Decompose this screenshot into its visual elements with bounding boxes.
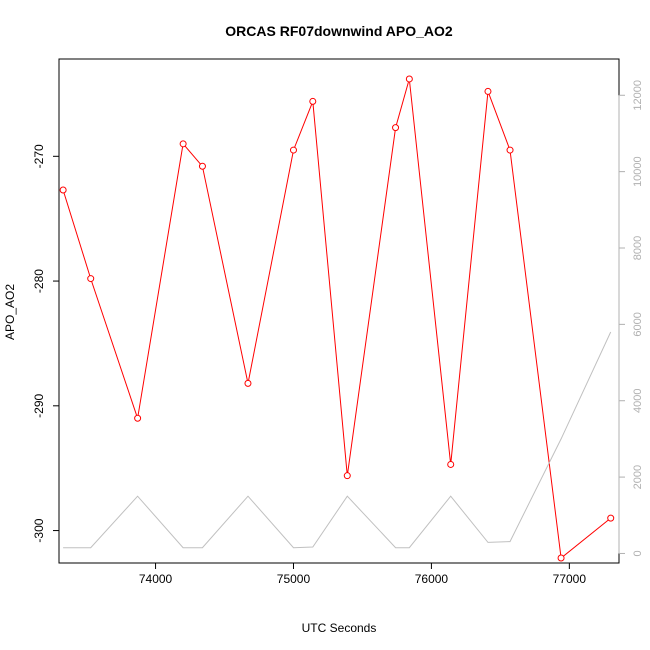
y-tick-label: -270 xyxy=(32,144,46,168)
y-tick-label: -280 xyxy=(32,269,46,293)
data-point xyxy=(405,75,413,83)
y-axis-label: APO_AO2 xyxy=(3,284,17,340)
data-point xyxy=(87,275,95,283)
data-point xyxy=(289,146,297,154)
plot-frame xyxy=(58,58,620,564)
y2-tick-label: 4000 xyxy=(632,388,644,412)
data-point xyxy=(392,124,400,132)
data-point xyxy=(309,97,317,105)
y-tick-label: -300 xyxy=(32,518,46,542)
right-axis-layer: 0 2000 4000 6000 8000 10000 12000 xyxy=(618,80,644,557)
x-axis-layer: 74000 75000 76000 77000 xyxy=(139,563,586,586)
y2-tick-label: 8000 xyxy=(632,236,644,260)
x-tick-label: 75000 xyxy=(277,572,311,586)
data-point xyxy=(607,514,615,522)
data-point xyxy=(244,379,252,387)
y2-tick-label: 2000 xyxy=(632,465,644,489)
series-secondary-line xyxy=(63,331,612,549)
data-point xyxy=(484,87,492,95)
x-axis-label: UTC Seconds xyxy=(302,621,377,635)
y-tick-label: -290 xyxy=(32,393,46,417)
data-point xyxy=(447,460,455,468)
data-point xyxy=(506,146,514,154)
y2-tick-label: 10000 xyxy=(632,156,644,187)
x-tick-label: 77000 xyxy=(553,572,587,586)
data-point xyxy=(179,140,187,148)
series-layer xyxy=(59,75,615,562)
left-axis-layer: -270 -280 -290 -300 xyxy=(32,144,59,543)
y2-tick-label: 0 xyxy=(632,550,644,556)
series-primary-line xyxy=(62,78,612,559)
y2-tick-label: 6000 xyxy=(632,312,644,336)
data-point xyxy=(134,414,142,422)
chart-title: ORCAS RF07downwind APO_AO2 xyxy=(225,23,453,39)
x-tick-label: 76000 xyxy=(415,572,449,586)
data-point xyxy=(557,554,565,562)
data-point xyxy=(59,186,67,194)
data-point xyxy=(198,162,206,170)
y2-tick-label: 12000 xyxy=(632,80,644,111)
data-point xyxy=(343,472,351,480)
x-tick-label: 74000 xyxy=(139,572,173,586)
